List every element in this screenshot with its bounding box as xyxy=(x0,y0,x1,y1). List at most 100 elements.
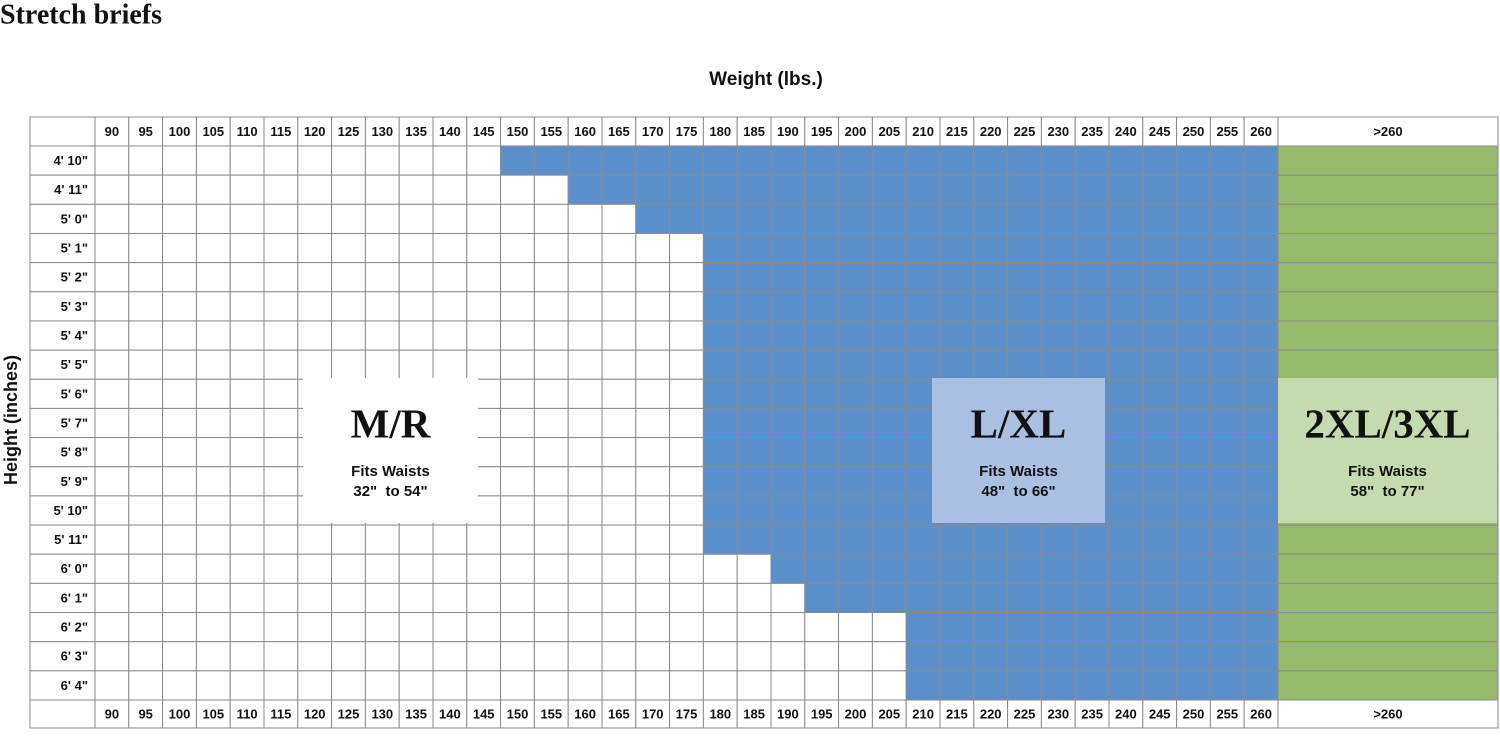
header-cell xyxy=(1277,699,1499,729)
cell xyxy=(669,466,704,497)
cell xyxy=(1243,262,1279,293)
cell xyxy=(838,495,873,526)
cell xyxy=(162,145,197,176)
cell xyxy=(736,524,772,555)
cell xyxy=(1243,145,1279,176)
cell xyxy=(973,232,1009,264)
cell xyxy=(669,291,704,322)
cell xyxy=(128,145,164,176)
cell xyxy=(533,203,569,234)
cell xyxy=(770,437,806,468)
cell xyxy=(736,349,772,380)
cell xyxy=(500,466,535,497)
cell xyxy=(1176,553,1211,584)
cell xyxy=(331,641,366,672)
cell xyxy=(601,174,637,205)
cell xyxy=(466,612,502,643)
weight-label: 205 xyxy=(878,706,900,721)
weight-label: 195 xyxy=(811,124,833,139)
cell xyxy=(973,262,1009,293)
row-label-cell xyxy=(29,291,96,322)
weight-label: 140 xyxy=(439,124,461,139)
height-label: 5' 4" xyxy=(61,328,88,343)
cell xyxy=(804,612,840,643)
cell xyxy=(669,349,704,380)
header-cell xyxy=(364,699,400,729)
cell xyxy=(162,495,197,526)
cell xyxy=(500,232,535,264)
weight-label: 155 xyxy=(540,124,562,139)
cell xyxy=(838,349,873,380)
size-box xyxy=(932,378,1105,523)
cell xyxy=(432,641,468,672)
cell xyxy=(669,145,704,176)
cell xyxy=(1074,203,1110,234)
cell xyxy=(905,203,941,234)
cell xyxy=(871,407,907,439)
cell xyxy=(195,232,231,264)
cell xyxy=(736,553,772,584)
cell xyxy=(1108,437,1144,468)
cell xyxy=(229,466,265,497)
cell xyxy=(973,174,1009,205)
cell xyxy=(195,495,231,526)
cell xyxy=(466,203,502,234)
cell xyxy=(567,466,603,497)
cell xyxy=(635,407,671,439)
cell xyxy=(838,582,873,614)
height-label: 6' 3" xyxy=(61,649,88,664)
cell xyxy=(466,320,502,351)
cell xyxy=(331,203,366,234)
header-cell xyxy=(838,116,873,147)
header-cell xyxy=(1243,699,1279,729)
cell xyxy=(229,349,265,380)
cell xyxy=(1243,203,1279,234)
cell xyxy=(1209,262,1245,293)
height-label: 5' 7" xyxy=(61,415,88,430)
cell xyxy=(1040,612,1076,643)
cell xyxy=(162,641,197,672)
cell xyxy=(567,524,603,555)
cell xyxy=(736,262,772,293)
cell xyxy=(804,203,840,234)
cell xyxy=(770,524,806,555)
cell xyxy=(297,349,333,380)
header-cell xyxy=(297,116,333,147)
header-cell xyxy=(1142,116,1178,147)
cell xyxy=(297,641,333,672)
cell xyxy=(635,145,671,176)
cell xyxy=(939,641,975,672)
weight-label: 150 xyxy=(507,706,529,721)
cell xyxy=(702,524,738,555)
cell xyxy=(702,670,738,701)
cell xyxy=(871,174,907,205)
weight-label: 260 xyxy=(1250,706,1272,721)
cell xyxy=(331,232,366,264)
cell xyxy=(567,203,603,234)
cell xyxy=(871,670,907,701)
cell xyxy=(128,407,164,439)
weight-label: 165 xyxy=(608,706,630,721)
cell xyxy=(973,553,1009,584)
header-cell xyxy=(195,116,231,147)
cell xyxy=(1074,145,1110,176)
cell xyxy=(736,495,772,526)
header-cell xyxy=(162,699,197,729)
cell xyxy=(364,320,400,351)
cell xyxy=(1074,174,1110,205)
cell xyxy=(1176,437,1211,468)
cell xyxy=(939,670,975,701)
header-cell xyxy=(973,116,1009,147)
cell xyxy=(567,670,603,701)
header-cell xyxy=(1007,116,1042,147)
header-cell xyxy=(229,116,265,147)
header-cell xyxy=(263,699,299,729)
cell xyxy=(1176,407,1211,439)
cell xyxy=(162,582,197,614)
cell xyxy=(871,262,907,293)
cell xyxy=(364,641,400,672)
cell xyxy=(736,670,772,701)
cell xyxy=(1277,349,1499,380)
cell xyxy=(567,232,603,264)
cell xyxy=(195,437,231,468)
